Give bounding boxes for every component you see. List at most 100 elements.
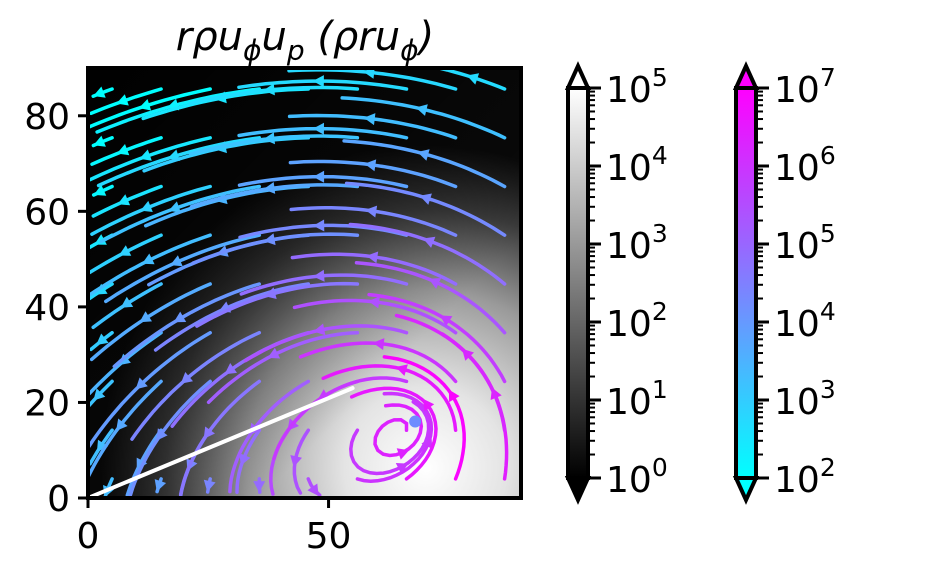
streamline-arrow (139, 311, 152, 323)
streamline-arrow (93, 135, 106, 147)
streamline-arrow (116, 418, 128, 431)
streamline-arrow (120, 296, 134, 308)
title-sub1: ϕ (243, 34, 261, 67)
title-paren-close: ) (416, 14, 435, 60)
streamline-arrow (368, 296, 380, 309)
streamline-arrow (263, 83, 275, 96)
colorbar-tick-label: 101 (606, 375, 668, 423)
streamline-arrow (462, 348, 474, 361)
streamline-arrow (428, 278, 442, 289)
colorbar-tick-label: 105 (606, 63, 668, 111)
title-base: rρu (176, 14, 243, 60)
streamline-arrow (139, 149, 152, 161)
streamline-arrow (170, 255, 183, 267)
streamline-arrow (422, 398, 435, 412)
colorbar-grayscale: 100 101 102 103 104 105 (564, 61, 668, 505)
streamline-arrow (364, 159, 377, 172)
x-tick-label: 50 (306, 516, 352, 557)
streamline-arrow (224, 363, 237, 375)
colorbar-grayscale-ticks: 100 101 102 103 104 105 (588, 63, 668, 501)
streamline-arrow (263, 132, 275, 145)
streamline-arrow (96, 333, 109, 345)
streamline-arrow (264, 287, 277, 299)
streamline-arrow (417, 149, 430, 161)
title-paren-open: (ρru (305, 14, 401, 60)
streamline-arrow (395, 364, 408, 376)
y-tick-label: 80 (24, 97, 70, 138)
streamline-arrow (142, 253, 155, 265)
vortex-center-marker (409, 415, 422, 428)
colorbar-grayscale-bottom-extend (564, 476, 592, 505)
streamline-arrow (116, 144, 130, 156)
y-tick-label: 40 (24, 288, 70, 329)
streamline-arrow (203, 479, 216, 492)
streamline-arrow (267, 347, 281, 359)
streamline-arrow (290, 455, 302, 468)
streamline-arrow (118, 245, 132, 256)
y-tick-label: 60 (24, 192, 70, 233)
title-sub3: ϕ (400, 34, 418, 67)
y-tick-label: 20 (24, 383, 70, 424)
colorbar-cool-ticks: 102 103 104 105 106 107 (756, 63, 836, 501)
streamline-arrow (363, 68, 375, 79)
streamline-arrow (116, 94, 129, 106)
colorbar-tick-label: 100 (606, 453, 668, 501)
streamline-arrow (423, 236, 436, 248)
streamline-arrow (312, 75, 324, 88)
streamline-arrow (313, 170, 325, 183)
colorbar-tick-label: 107 (774, 63, 836, 111)
streamline-arrow (466, 73, 480, 85)
colorbar-grayscale-bar (566, 86, 590, 480)
streamline-arrow (313, 219, 325, 232)
streamline-arrow (239, 453, 251, 466)
y-axis-ticks: 0 20 40 60 80 (24, 97, 88, 520)
streamline-arrow (203, 426, 215, 439)
streamline-arrow (263, 182, 276, 194)
title-sub2: p (286, 34, 305, 67)
streamline-arrow (253, 481, 266, 493)
streamline-arrow (135, 377, 148, 390)
chart-title: rρuϕup (ρruϕ) (176, 14, 434, 67)
colorbar-tick-label: 102 (606, 297, 668, 345)
streamline-arrow (156, 428, 168, 441)
streamline-arrow (117, 194, 131, 206)
streamline-arrow (396, 448, 410, 460)
streamline-arrow (448, 389, 460, 403)
colorbar-tick-label: 103 (606, 219, 668, 267)
colorbar-grayscale-top-extend (564, 61, 592, 90)
colorbar-cool-bar (734, 86, 758, 480)
streamline-arrow (366, 251, 379, 264)
colorbar-tick-label: 106 (774, 141, 836, 189)
x-tick-label: 0 (77, 516, 100, 557)
streamline-arrow (140, 200, 153, 212)
streamline-arrow (372, 338, 385, 350)
streamline-arrow (365, 205, 378, 218)
plot-frame (86, 66, 523, 500)
streamline-arrow (263, 233, 276, 246)
title-mid: u (261, 14, 286, 60)
plot-area (88, 68, 521, 498)
streamline-arrow (313, 122, 324, 135)
streamline-arrow (439, 315, 453, 327)
streamline-arrow (415, 104, 428, 116)
colorbar-tick-label: 102 (774, 453, 836, 501)
streamline-arrow (313, 269, 325, 282)
colorbar-tick-label: 103 (774, 375, 836, 423)
streamline-arrow (363, 113, 376, 126)
colorbar-cool-bottom-extend (732, 476, 760, 505)
streamline-arrow (180, 372, 193, 384)
colorbar-cool-top-extend (732, 61, 760, 90)
streamline-arrow (395, 463, 409, 474)
colorbar-cool: 102 103 104 105 106 107 (732, 61, 836, 505)
white-line (88, 386, 355, 498)
streamline-arrow (307, 483, 319, 496)
streamline-arrow (93, 86, 106, 98)
streamline-arrow (96, 439, 108, 453)
y-tick-label: 0 (47, 479, 70, 520)
streamlines-group (88, 68, 509, 498)
streamline-arrow (93, 184, 107, 196)
streamline-arrow (168, 201, 181, 213)
streamline-arrow (154, 479, 167, 492)
colorbar-tick-label: 104 (606, 141, 668, 189)
